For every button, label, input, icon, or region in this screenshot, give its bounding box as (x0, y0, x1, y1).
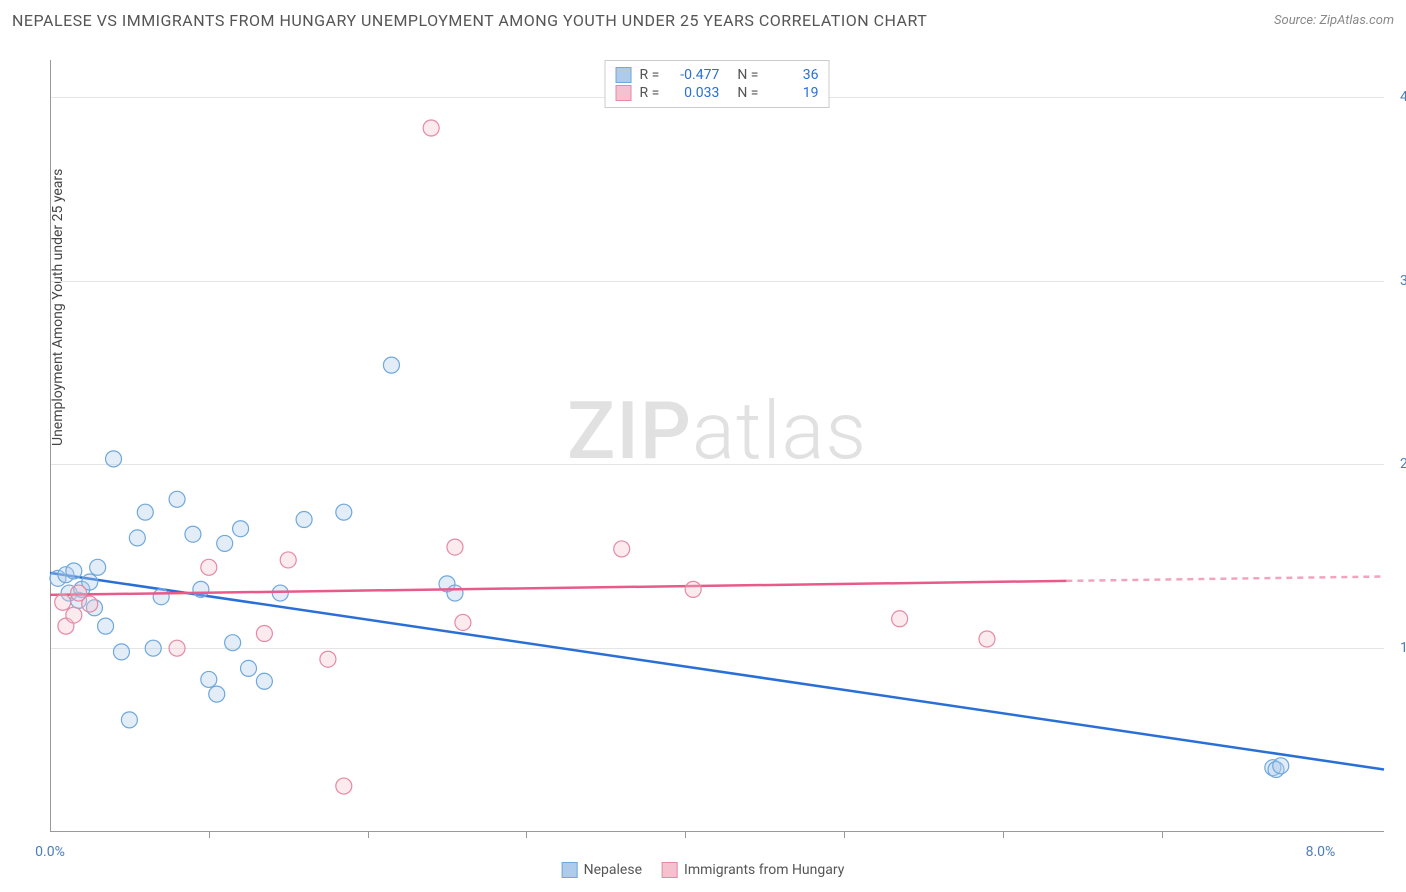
n-value-hungary: 19 (766, 85, 818, 101)
swatch-nepalese (616, 67, 632, 83)
data-point-nepalese (113, 644, 129, 660)
data-point-nepalese (185, 526, 201, 542)
swatch-hungary (662, 862, 678, 878)
correlation-legend: R = -0.477 N = 36 R = 0.033 N = 19 (605, 60, 830, 108)
data-point-nepalese (137, 504, 153, 520)
source-name: ZipAtlas.com (1319, 13, 1394, 28)
data-point-nepalese (209, 686, 225, 702)
data-point-hungary (66, 607, 82, 623)
data-point-nepalese (336, 504, 352, 520)
data-point-hungary (979, 631, 995, 647)
x-tick-mark (209, 832, 210, 838)
chart-title: NEPALESE VS IMMIGRANTS FROM HUNGARY UNEM… (12, 11, 927, 30)
y-tick-label: 10.0% (1390, 640, 1406, 656)
data-point-hungary (280, 552, 296, 568)
x-tick-mark (368, 832, 369, 838)
legend-item-nepalese: Nepalese (562, 862, 642, 878)
data-point-hungary (256, 625, 272, 641)
source-attribution: Source: ZipAtlas.com (1274, 13, 1394, 28)
data-point-nepalese (129, 530, 145, 546)
swatch-hungary (616, 85, 632, 101)
data-point-hungary (447, 539, 463, 555)
data-point-hungary (320, 651, 336, 667)
data-point-nepalese (201, 671, 217, 687)
x-tick-mark (685, 832, 686, 838)
plot-area: ZIPatlas Unemployment Among Youth under … (50, 60, 1384, 832)
trend-line-hungary-dashed (1066, 577, 1384, 581)
x-tick-label: 0.0% (35, 844, 65, 860)
x-tick-mark (526, 832, 527, 838)
data-point-nepalese (145, 640, 161, 656)
data-point-nepalese (153, 589, 169, 605)
data-point-nepalese (121, 712, 137, 728)
data-point-nepalese (98, 618, 114, 634)
data-point-hungary (614, 541, 630, 557)
data-point-hungary (423, 120, 439, 136)
data-point-nepalese (256, 673, 272, 689)
data-point-nepalese (383, 357, 399, 373)
x-tick-label: 8.0% (1306, 844, 1336, 860)
chart-header: NEPALESE VS IMMIGRANTS FROM HUNGARY UNEM… (0, 0, 1406, 40)
n-value-nepalese: 36 (766, 67, 818, 83)
data-point-nepalese (90, 559, 106, 575)
data-point-hungary (455, 614, 471, 630)
legend-item-hungary: Immigrants from Hungary (662, 862, 844, 878)
data-point-hungary (336, 778, 352, 794)
legend-row-hungary: R = 0.033 N = 19 (616, 85, 819, 101)
data-point-nepalese (241, 660, 257, 676)
n-label: N = (737, 85, 758, 101)
y-tick-label: 30.0% (1390, 273, 1406, 289)
data-point-hungary (82, 596, 98, 612)
legend-label-hungary: Immigrants from Hungary (684, 862, 844, 878)
x-tick-mark (1003, 832, 1004, 838)
y-tick-label: 20.0% (1390, 456, 1406, 472)
n-label: N = (737, 67, 758, 83)
source-label: Source: (1274, 13, 1316, 28)
data-point-nepalese (296, 512, 312, 528)
series-legend: Nepalese Immigrants from Hungary (562, 862, 845, 878)
r-label: R = (640, 85, 660, 101)
data-point-nepalese (1273, 758, 1289, 774)
legend-row-nepalese: R = -0.477 N = 36 (616, 67, 819, 83)
data-point-hungary (169, 640, 185, 656)
x-tick-mark (844, 832, 845, 838)
data-point-nepalese (66, 563, 82, 579)
data-point-hungary (55, 594, 71, 610)
data-point-hungary (685, 581, 701, 597)
data-point-hungary (201, 559, 217, 575)
data-point-hungary (892, 611, 908, 627)
legend-label-nepalese: Nepalese (584, 862, 642, 878)
data-point-nepalese (217, 535, 233, 551)
data-point-nepalese (272, 585, 288, 601)
plot-svg (50, 60, 1384, 832)
data-point-nepalese (233, 521, 249, 537)
y-tick-label: 40.0% (1390, 89, 1406, 105)
r-value-nepalese: -0.477 (667, 67, 719, 83)
data-point-nepalese (106, 451, 122, 467)
data-point-nepalese (193, 581, 209, 597)
r-value-hungary: 0.033 (667, 85, 719, 101)
x-tick-mark (1162, 832, 1163, 838)
data-point-nepalese (447, 585, 463, 601)
data-point-nepalese (169, 491, 185, 507)
swatch-nepalese (562, 862, 578, 878)
r-label: R = (640, 67, 660, 83)
data-point-nepalese (225, 635, 241, 651)
